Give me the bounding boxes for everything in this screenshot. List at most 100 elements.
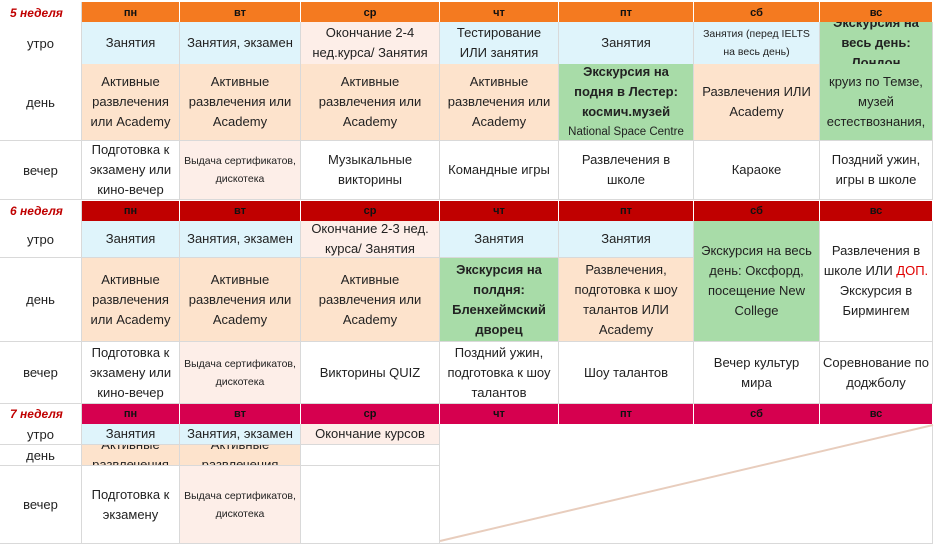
schedule-cell: Активные развлечения — [180, 445, 301, 466]
schedule-cell: Выдача сертификатов, дискотека — [180, 466, 301, 544]
schedule-cell: Занятия — [559, 221, 694, 258]
week-label: 7 неделя — [0, 404, 82, 424]
cell-text: Занятия — [474, 231, 524, 246]
period-label: вечер — [0, 342, 82, 404]
period-label: утро — [0, 22, 82, 65]
day-header: ср — [301, 404, 440, 424]
period-label: день — [0, 445, 82, 466]
schedule-cell: Подготовка к экзамену — [82, 466, 180, 544]
schedule-cell: Викторины QUIZ — [301, 342, 440, 404]
cell-text: Активные развлечения — [92, 445, 169, 466]
cell-text: Шоу талантов — [583, 364, 669, 380]
period-label: утро — [0, 424, 82, 445]
day-header: вс — [820, 404, 933, 424]
cell-text: Экскурсия на весь день: Лондон — [833, 22, 919, 65]
schedule-cell: Развлечения в школе — [559, 141, 694, 200]
cell-text: Развлечения в школе — [581, 152, 671, 187]
cell-text: Активные развлечения — [201, 445, 279, 466]
cell-text: Активные развлечения или Academy — [90, 271, 171, 327]
cell-text: Поздний ужин, игры в школе — [831, 152, 921, 187]
cell-text: Караоке — [731, 162, 782, 177]
cell-text: Окончание курсов — [315, 426, 425, 441]
cell-text: Выдача сертификатов, дискотека — [184, 357, 296, 388]
schedule-cell: Развлечения в школе ИЛИ ДОП. Экскурсия в… — [820, 221, 933, 342]
schedule-cell: Соревнование по доджболу — [820, 342, 933, 404]
period-label: вечер — [0, 466, 82, 544]
cell-text: Занятия — [105, 231, 156, 246]
week-label: 6 неделя — [0, 201, 82, 221]
cell-text: Выдача сертификатов, дискотека — [184, 155, 296, 185]
cell-text: круиз по Темзе, музей естествознания, — [826, 74, 926, 129]
schedule-cell: Экскурсия на весь день: Лондон — [820, 22, 933, 65]
schedule-cell: Занятия — [82, 221, 180, 258]
cell-text: Выдача сертификатов, дискотека — [184, 489, 296, 520]
day-header: вс — [820, 2, 933, 24]
schedule-cell: Активные развлечения или Academy — [82, 64, 180, 141]
cell-text: Занятия, экзамен — [187, 231, 293, 246]
schedule-cell: Развлечения ИЛИ Academy — [694, 64, 820, 141]
highlight-text: ДОП. — [896, 263, 929, 278]
cell-text: Подготовка к экзамену или кино-вечер — [89, 344, 172, 400]
day-header: сб — [694, 201, 820, 221]
cell-text: Занятия, экзамен — [187, 35, 293, 50]
schedule-cell: Шоу талантов — [559, 342, 694, 404]
cell-text: Занятия, экзамен — [187, 426, 293, 441]
cell-text: Занятия (перед IELTS на весь день) — [703, 28, 810, 58]
schedule-cell: Выдача сертификатов, дискотека — [180, 141, 301, 200]
cell-text: Экскурсия на подня в Лестер: космич.музе… — [574, 64, 678, 119]
schedule-cell: Окончание 2-4 нед.курса/ Занятия — [301, 22, 440, 65]
cell-text: Вечер культур мира — [713, 354, 800, 390]
day-header: пт — [559, 404, 694, 424]
empty-cell — [301, 466, 440, 544]
schedule-cell: Окончание 2-3 нед. курса/ Занятия — [301, 221, 440, 258]
cell-text: Подготовка к экзамену или кино-вечер — [89, 142, 172, 197]
schedule-cell: Экскурсия на подня в Лестер: космич.музе… — [559, 64, 694, 141]
empty-area — [440, 424, 933, 544]
day-header: чт — [440, 2, 559, 24]
cell-text: Соревнование по доджболу — [823, 354, 929, 390]
period-label: день — [0, 64, 82, 141]
week-label: 5 неделя — [0, 2, 82, 24]
day-header: чт — [440, 404, 559, 424]
cell-text: Викторины QUIZ — [319, 364, 421, 380]
schedule-cell: Выдача сертификатов, дискотека — [180, 342, 301, 404]
schedule-cell: Активные развлечения или Academy — [180, 64, 301, 141]
schedule-cell: Вечер культур мира — [694, 342, 820, 404]
schedule-cell: Караоке — [694, 141, 820, 200]
schedule-cell: Занятия — [440, 221, 559, 258]
schedule-cell: Активные развлечения или Academy — [82, 258, 180, 342]
cell-text: Развлечения ИЛИ Academy — [702, 84, 811, 119]
schedule-cell: Активные развлечения или Academy — [180, 258, 301, 342]
schedule-cell: Поздний ужин, игры в школе — [820, 141, 933, 200]
schedule-cell: Занятия — [559, 22, 694, 65]
cell-text: Экскурсия на полдня: Бленхеймский дворец — [452, 261, 546, 337]
period-label: вечер — [0, 141, 82, 200]
schedule-cell: Занятия, экзамен — [180, 221, 301, 258]
day-header: вт — [180, 2, 301, 24]
day-header: вс — [820, 201, 933, 221]
schedule-cell: Активные развлечения или Academy — [301, 258, 440, 342]
schedule-cell: Экскурсия на полдня: Бленхеймский дворец — [440, 258, 559, 342]
cell-text: Занятия — [105, 426, 156, 441]
cell-text: Занятия — [601, 35, 651, 50]
cell-text: Командные игры — [448, 162, 550, 177]
schedule-cell: Поздний ужин, подготовка к шоу талантов — [440, 342, 559, 404]
cell-text: Развлечения, подготовка к шоу талантов И… — [574, 261, 678, 337]
schedule-cell: Занятия, экзамен — [180, 22, 301, 65]
period-label: день — [0, 258, 82, 342]
schedule-cell: Активные развлечения или Academy — [440, 64, 559, 141]
schedule-cell: Экскурсия на весь день: Оксфорд, посещен… — [694, 221, 820, 342]
schedule-cell: Занятия (перед IELTS на весь день) — [694, 22, 820, 65]
day-header: пн — [82, 404, 180, 424]
cell-text: Развлечения в школе ИЛИ ДОП. Экскурсия в… — [823, 243, 929, 318]
cell-text: Тестирование ИЛИ занятия — [456, 25, 542, 60]
cell-text: Активные развлечения или Academy — [318, 271, 422, 327]
day-header: вт — [180, 404, 301, 424]
cell-text: Занятия — [601, 231, 651, 246]
schedule-cell: Развлечения, подготовка к шоу талантов И… — [559, 258, 694, 342]
cell-subtext: National Space Centre — [568, 126, 684, 138]
schedule-cell: Подготовка к экзамену или кино-вечер — [82, 342, 180, 404]
cell-text: Музыкальные викторины — [327, 152, 413, 187]
schedule-cell: Командные игры — [440, 141, 559, 200]
